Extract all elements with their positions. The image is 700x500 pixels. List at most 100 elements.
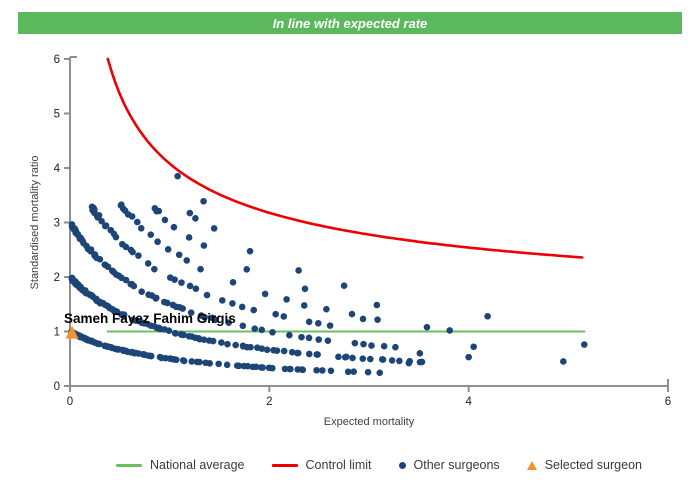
- other-surgeon-dot: [104, 263, 112, 271]
- other-surgeon-dot: [484, 312, 491, 320]
- other-surgeon-dot: [360, 340, 367, 348]
- legend-item-selected-surgeon: Selected surgeon: [526, 458, 642, 472]
- other-surgeon-dot: [286, 365, 294, 373]
- other-surgeon-dot: [580, 341, 588, 348]
- other-surgeon-dot: [135, 252, 142, 259]
- other-surgeon-dot: [161, 216, 169, 224]
- other-surgeon-dot: [392, 343, 399, 351]
- other-surgeon-dot: [152, 294, 160, 302]
- other-surgeon-dot: [261, 290, 269, 298]
- other-surgeon-dot: [130, 282, 138, 290]
- other-surgeon-dot: [416, 350, 424, 357]
- y-tick-label: 4: [54, 163, 61, 175]
- other-surgeon-dot: [211, 316, 219, 324]
- other-surgeon-dot: [91, 206, 98, 214]
- funnel-plot-container: 0 1 2 3 4 5 6 0 2 4 6 Standardised mortality ratio E…: [29, 54, 671, 428]
- other-surgeon-dot: [359, 315, 367, 323]
- other-surgeon-dot: [122, 276, 130, 284]
- legend-triangle-icon: [526, 460, 537, 470]
- other-surgeon-dot: [129, 248, 136, 256]
- selected-surgeon-label: Sameh Fayez Fahim Girgis: [64, 311, 236, 326]
- other-surgeon-dot: [96, 256, 104, 263]
- other-surgeon-dot: [175, 251, 183, 259]
- other-surgeon-dot: [218, 339, 225, 346]
- other-surgeon-dot: [288, 348, 296, 356]
- other-surgeon-dot: [258, 345, 266, 353]
- other-surgeon-dot: [259, 364, 266, 371]
- y-tick-label: 1: [54, 327, 60, 339]
- other-surgeon-dot: [187, 309, 195, 316]
- x-tick-label: 4: [465, 396, 472, 408]
- other-surgeon-dot: [186, 282, 194, 290]
- other-surgeon-dot: [351, 339, 359, 347]
- y-axis-title: Standardised mortality ratio: [29, 156, 41, 290]
- other-surgeon-dot: [174, 172, 181, 180]
- other-surgeon-dot: [172, 330, 179, 337]
- x-tick-label: 6: [665, 396, 671, 408]
- other-surgeon-dot: [96, 340, 103, 348]
- other-surgeon-dot: [423, 323, 431, 331]
- other-surgeon-dot: [186, 209, 194, 217]
- other-surgeon-dot: [147, 231, 155, 238]
- other-surgeon-dot: [247, 343, 254, 351]
- y-tick-label: 0: [54, 381, 60, 393]
- other-surgeon-dot: [172, 356, 180, 364]
- other-surgeon-dot: [283, 296, 290, 303]
- other-surgeon-dot: [192, 214, 199, 222]
- other-surgeon-dot: [280, 313, 288, 320]
- other-surgeon-dot: [396, 357, 403, 365]
- other-surgeon-dot: [163, 299, 171, 307]
- legend-label: Control limit: [305, 458, 372, 472]
- other-surgeon-dot: [388, 357, 396, 364]
- other-surgeon-dot: [313, 366, 320, 374]
- legend-line-swatch: [116, 463, 142, 467]
- other-surgeon-dot: [122, 243, 130, 251]
- other-surgeon-dot: [178, 279, 185, 286]
- other-surgeon-dot: [418, 358, 426, 366]
- other-surgeon-dot: [229, 300, 236, 307]
- other-surgeon-dot: [192, 285, 200, 293]
- other-surgeon-dot: [171, 276, 178, 283]
- other-surgeon-dot: [229, 279, 237, 286]
- other-surgeon-dot: [219, 297, 226, 304]
- other-surgeon-dot: [327, 367, 335, 375]
- other-surgeon-dot: [324, 337, 332, 344]
- other-surgeon-dot: [305, 350, 313, 358]
- other-surgeon-dot: [340, 282, 348, 290]
- other-surgeon-dot: [225, 319, 233, 326]
- other-surgeon-dot: [314, 351, 321, 358]
- other-surgeon-dot: [350, 368, 358, 375]
- other-surgeon-dot: [201, 313, 208, 321]
- legend-label: National average: [150, 458, 245, 472]
- other-surgeon-dot: [200, 197, 207, 205]
- other-surgeon-dot: [299, 366, 307, 374]
- other-surgeon-dot: [342, 353, 350, 361]
- other-surgeon-dot: [180, 331, 187, 339]
- other-surgeon-dot: [273, 347, 281, 355]
- other-surgeon-dot: [286, 331, 293, 339]
- other-surgeon-dot: [305, 334, 313, 342]
- other-surgeon-dot: [87, 246, 95, 253]
- other-surgeon-dot: [373, 301, 381, 309]
- other-surgeon-dot: [200, 242, 208, 249]
- other-surgeon-dot: [196, 358, 203, 366]
- other-surgeon-dot: [470, 343, 477, 351]
- other-surgeon-dot: [301, 285, 309, 293]
- other-surgeon-dot: [246, 247, 254, 255]
- other-surgeon-dot: [280, 347, 288, 355]
- y-tick-label: 2: [54, 272, 60, 284]
- other-surgeon-dot: [300, 302, 308, 309]
- other-surgeon-dot: [180, 357, 188, 365]
- other-surgeon-dot: [120, 312, 127, 320]
- other-surgeon-dot: [244, 362, 252, 370]
- other-surgeon-dot: [326, 322, 334, 329]
- other-surgeon-dot: [137, 225, 145, 232]
- legend-item-control-limit: Control limit: [271, 458, 372, 472]
- other-surgeon-dot: [295, 267, 302, 274]
- other-surgeon-dot: [368, 342, 375, 349]
- other-surgeon-dot: [380, 342, 388, 350]
- other-surgeon-dot: [188, 358, 196, 365]
- other-surgeon-dot: [179, 305, 186, 312]
- y-tick-label: 5: [54, 109, 60, 121]
- legend-label: Selected surgeon: [544, 458, 642, 472]
